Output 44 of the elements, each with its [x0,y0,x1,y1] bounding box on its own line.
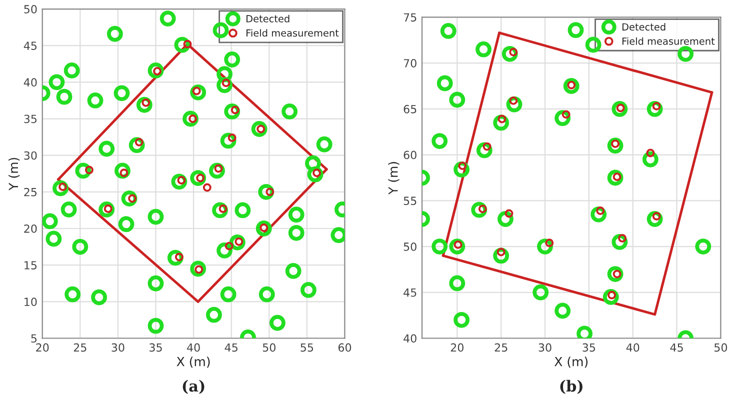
y-tick-label: 5 [31,334,37,343]
text: (a) [182,380,204,394]
legend-label: Detected [622,23,666,31]
x-tick-label: 30 [112,343,124,352]
legend-label: Field measurement [246,29,339,37]
y-tick-label: 45 [404,288,416,297]
x-tick-label: 45 [224,343,238,352]
y-tick-label: 20 [24,224,37,233]
x-tick-label: 50 [262,343,276,352]
x-tick-label: 55 [300,343,314,352]
y-tick-label: 60 [404,150,416,160]
y-tick-label: 70 [404,59,416,68]
y-tick-label: 30 [24,151,37,160]
y-tick-label: 75 [404,13,416,22]
y-tick-label: 40 [404,334,416,343]
x-tick-label: 35 [150,343,162,352]
x-tick-label: 40 [626,343,640,352]
y-tick-label: 55 [404,196,416,206]
y-tick-label: 45 [24,42,37,50]
x-tick-label: 25 [74,343,86,352]
y-tick-label: 15 [24,261,37,270]
legend-label: Field measurement [622,37,715,45]
y-tick-label: 10 [24,298,37,306]
text: (b) [560,380,582,394]
x-tick-label: 50 [714,343,728,352]
y-tick-label: 65 [404,104,416,114]
x-tick-label: 40 [187,343,200,352]
x-tick-label: 35 [582,343,596,352]
x-tick-label: 25 [494,343,508,352]
y-tick-label: 25 [24,188,37,196]
x-tick-label: 60 [338,343,352,352]
x-tick-label: 45 [670,343,683,352]
y-tick-label: 35 [24,114,37,124]
y-axis-title: Y (m) [8,158,20,190]
x-tick-label: 20 [450,343,464,352]
x-axis-title: X (m) [176,356,210,368]
x-axis-title: X (m) [554,356,588,368]
x-tick-label: 30 [538,343,552,352]
x-tick-label: 20 [36,343,49,352]
y-tick-label: 50 [404,242,416,251]
y-axis-title: Y (m) [388,162,400,195]
y-tick-label: 50 [24,4,37,14]
y-tick-label: 40 [24,78,37,87]
legend-label: Detected [246,14,290,22]
